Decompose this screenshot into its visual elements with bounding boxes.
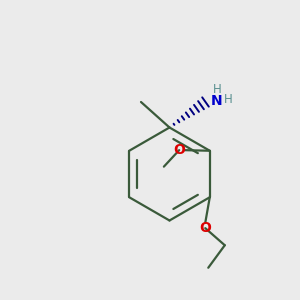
Text: O: O: [199, 221, 211, 235]
Text: N: N: [211, 94, 223, 107]
Text: H: H: [212, 82, 221, 96]
Text: O: O: [173, 143, 185, 157]
Text: H: H: [224, 92, 233, 106]
